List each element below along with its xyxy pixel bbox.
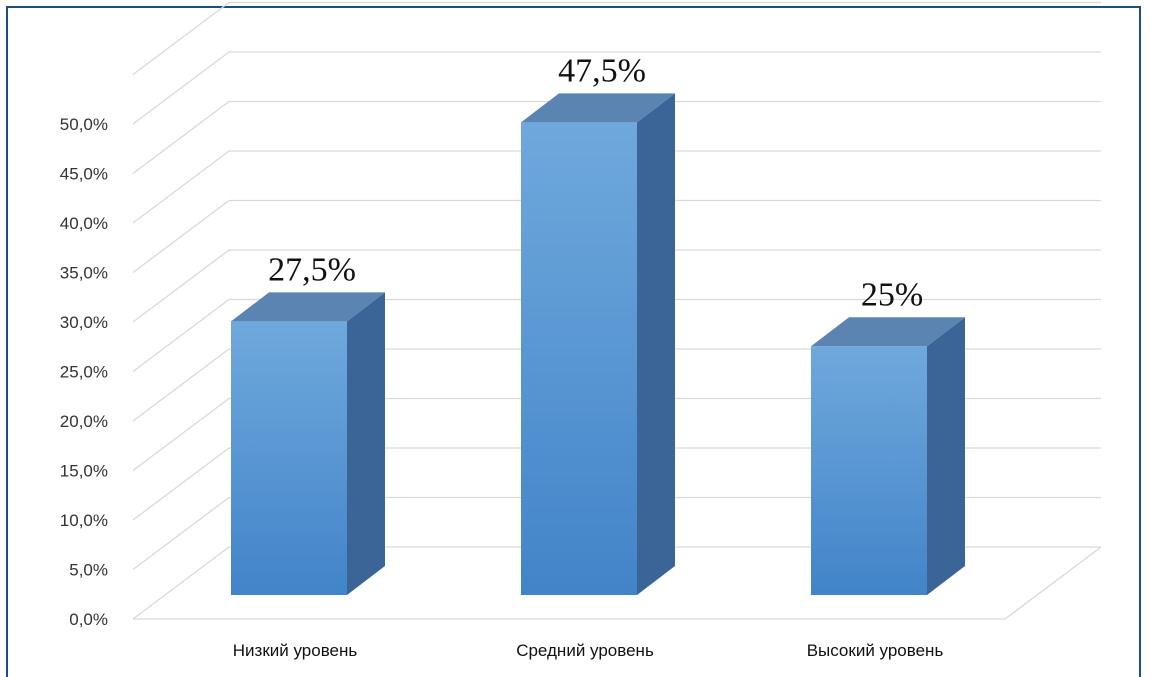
- bar-front: [811, 346, 927, 595]
- y-tick-label: 40,0%: [60, 214, 108, 233]
- y-tick-label: 30,0%: [60, 313, 108, 332]
- data-label: 25%: [861, 276, 923, 313]
- gridline: [132, 397, 1101, 472]
- gridline: [132, 1, 1101, 76]
- y-tick-label: 0,0%: [69, 610, 108, 629]
- bar-front: [521, 122, 637, 595]
- data-labels: 27,5% 47,5% 25%: [268, 52, 923, 313]
- bar-2: [521, 93, 675, 595]
- gridline: [132, 348, 1101, 422]
- gridline: [132, 546, 1101, 620]
- y-tick-label: 15,0%: [60, 462, 108, 481]
- y-tick-label: 10,0%: [60, 511, 108, 530]
- x-category-label: Высокий уровень: [807, 641, 944, 660]
- y-tick-label: 50,0%: [60, 115, 108, 134]
- bar-1: [231, 292, 385, 595]
- data-label: 47,5%: [558, 52, 646, 89]
- x-category-label: Средний уровень: [516, 641, 654, 660]
- y-axis: 0,0% 5,0% 10,0% 15,0% 20,0% 25,0% 30,0% 35,0% 40…: [60, 115, 108, 629]
- bar-top: [811, 317, 965, 347]
- gridline: [132, 249, 1101, 323]
- bar-front: [231, 321, 347, 595]
- x-axis: Низкий уровень Средний уровень Высокий уро…: [233, 641, 944, 660]
- x-category-label: Низкий уровень: [233, 641, 358, 660]
- bar-top: [521, 93, 675, 123]
- gridlines: [132, 1, 1102, 620]
- y-tick-label: 35,0%: [60, 264, 108, 283]
- gridline: [132, 150, 1101, 224]
- y-tick-label: 45,0%: [60, 165, 108, 184]
- data-label: 27,5%: [268, 251, 356, 288]
- floor-right-edge: [1004, 546, 1102, 620]
- y-tick-label: 5,0%: [69, 561, 108, 580]
- gridline: [132, 51, 1101, 125]
- bar-side: [927, 317, 965, 595]
- y-tick-label: 20,0%: [60, 412, 108, 431]
- y-tick-label: 25,0%: [60, 363, 108, 382]
- bar-top: [231, 292, 385, 322]
- bar-3: [811, 317, 965, 595]
- bar-side: [347, 292, 385, 595]
- gridline: [132, 298, 1101, 373]
- bar-side: [637, 93, 675, 595]
- gridline: [132, 496, 1101, 571]
- gridline: [132, 199, 1101, 274]
- gridline: [132, 447, 1101, 521]
- gridline: [132, 100, 1101, 175]
- bars: [231, 93, 965, 595]
